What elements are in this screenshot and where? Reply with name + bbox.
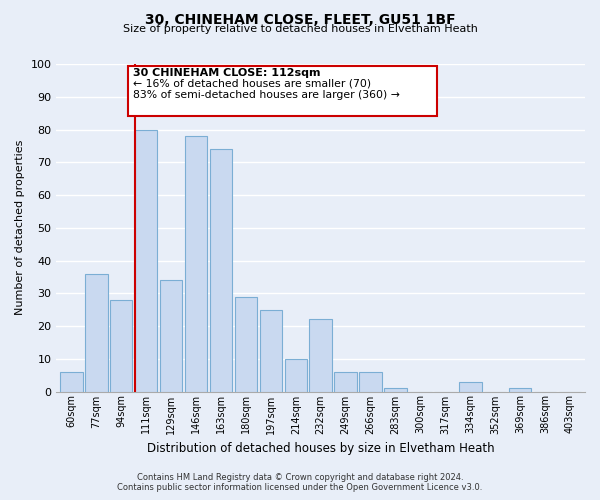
Bar	[135, 130, 157, 392]
Text: 30, CHINEHAM CLOSE, FLEET, GU51 1BF: 30, CHINEHAM CLOSE, FLEET, GU51 1BF	[145, 12, 455, 26]
Text: 30 CHINEHAM CLOSE: 112sqm: 30 CHINEHAM CLOSE: 112sqm	[133, 68, 320, 78]
Bar	[185, 136, 207, 392]
Bar	[235, 296, 257, 392]
Text: 83% of semi-detached houses are larger (360) →: 83% of semi-detached houses are larger (…	[133, 90, 400, 100]
Bar	[110, 300, 133, 392]
Bar	[359, 372, 382, 392]
Bar	[509, 388, 532, 392]
Y-axis label: Number of detached properties: Number of detached properties	[15, 140, 25, 316]
Bar	[60, 372, 83, 392]
Bar	[260, 310, 282, 392]
Bar	[284, 359, 307, 392]
Bar	[310, 320, 332, 392]
Bar	[384, 388, 407, 392]
FancyBboxPatch shape	[128, 66, 437, 116]
Text: ← 16% of detached houses are smaller (70): ← 16% of detached houses are smaller (70…	[133, 78, 371, 88]
X-axis label: Distribution of detached houses by size in Elvetham Heath: Distribution of detached houses by size …	[147, 442, 494, 455]
Bar	[85, 274, 107, 392]
Bar	[160, 280, 182, 392]
Bar	[334, 372, 357, 392]
Bar	[459, 382, 482, 392]
Text: Contains HM Land Registry data © Crown copyright and database right 2024.
Contai: Contains HM Land Registry data © Crown c…	[118, 473, 482, 492]
Bar	[210, 149, 232, 392]
Text: Size of property relative to detached houses in Elvetham Heath: Size of property relative to detached ho…	[122, 24, 478, 34]
